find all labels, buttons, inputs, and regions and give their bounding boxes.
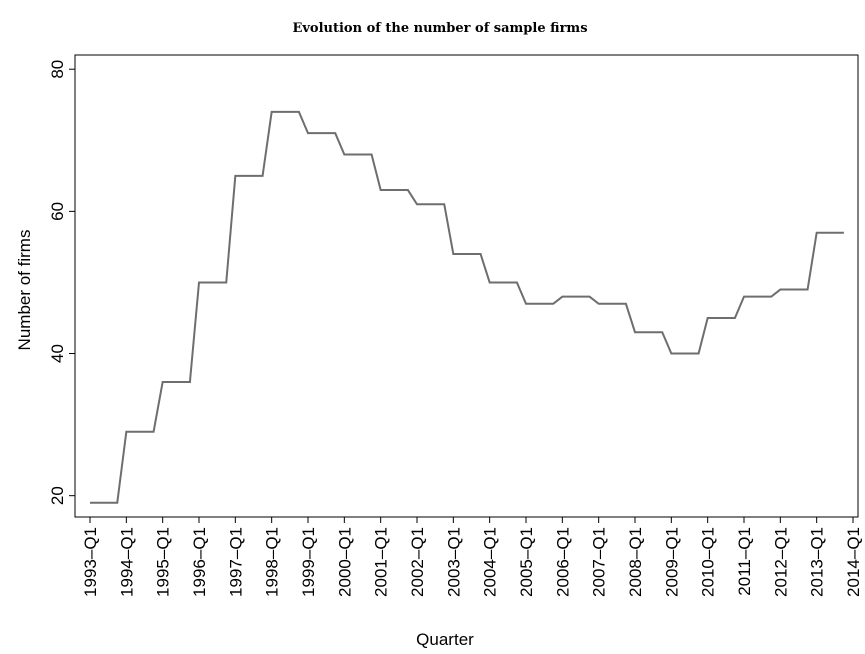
x-tick-label: 2013–Q1 <box>808 527 827 597</box>
y-tick-label: 20 <box>48 486 67 505</box>
x-tick-label: 1994–Q1 <box>117 527 136 597</box>
x-tick-label: 2010–Q1 <box>699 527 718 597</box>
x-tick-label: 2003–Q1 <box>444 527 463 597</box>
x-tick-label: 1999–Q1 <box>299 527 318 597</box>
x-tick-label: 1995–Q1 <box>154 527 173 597</box>
x-tick-label: 2007–Q1 <box>590 527 609 597</box>
chart-title: Evolution of the number of sample firms <box>292 21 587 36</box>
x-tick-label: 2000–Q1 <box>335 527 354 597</box>
x-tick-label: 2006–Q1 <box>553 527 572 597</box>
y-tick-label: 80 <box>48 60 67 79</box>
data-line <box>90 110 844 504</box>
y-axis-label: Number of firms <box>15 230 34 351</box>
x-tick-label: 1996–Q1 <box>190 527 209 597</box>
x-axis-label: Quarter <box>416 630 474 649</box>
x-tick-label: 2005–Q1 <box>517 527 536 597</box>
x-tick-label: 1997–Q1 <box>226 527 245 597</box>
x-tick-label: 2008–Q1 <box>626 527 645 597</box>
plot-frame <box>74 54 859 518</box>
x-tick-label: 2004–Q1 <box>481 527 500 597</box>
x-tick-label: 2014–Q1 <box>844 527 863 597</box>
y-tick-label: 40 <box>48 344 67 363</box>
y-tick-label: 60 <box>48 202 67 221</box>
x-tick-label: 2011–Q1 <box>735 527 754 596</box>
x-tick-label: 1998–Q1 <box>263 527 282 597</box>
x-tick-label: 2001–Q1 <box>372 527 391 597</box>
x-tick-label: 2012–Q1 <box>771 527 790 597</box>
x-tick-label: 2009–Q1 <box>662 527 681 597</box>
x-tick-label: 2002–Q1 <box>408 527 427 597</box>
x-tick-label: 1993–Q1 <box>81 527 100 597</box>
